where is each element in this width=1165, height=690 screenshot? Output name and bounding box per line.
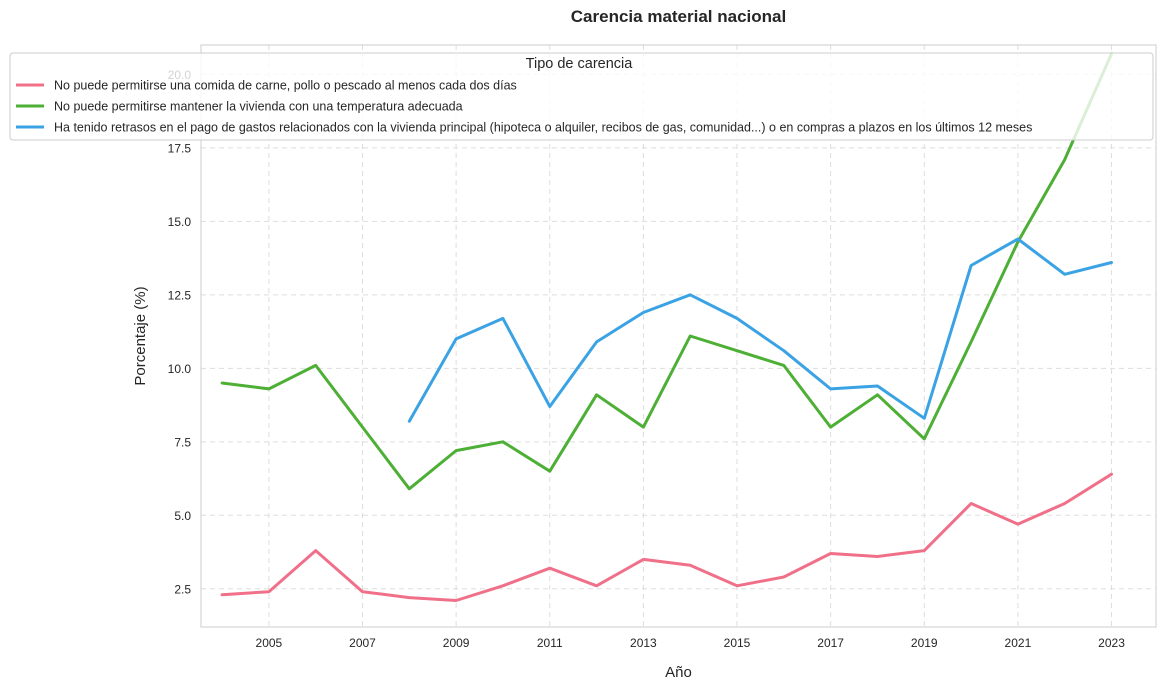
legend-items: No puede permitirse una comida de carne,…: [16, 79, 1032, 135]
legend-label: No puede permitirse una comida de carne,…: [54, 79, 517, 93]
legend-label: Ha tenido retrasos en el pago de gastos …: [54, 121, 1032, 135]
x-axis-title: Año: [665, 664, 692, 681]
x-tick-label: 2023: [1098, 636, 1125, 650]
x-tick-label: 2009: [443, 636, 470, 650]
y-tick-label: 12.5: [168, 288, 192, 302]
x-tick-label: 2017: [817, 636, 844, 650]
x-axis-ticks: 2005 2007 2009 2011 2013 2015 2017 2019 2021 2023: [256, 636, 1126, 650]
series-line-3: [407, 237, 1113, 423]
x-tick-label: 2021: [1005, 636, 1032, 650]
y-axis-title: Porcentaje (%): [132, 286, 149, 385]
x-tick-label: 2007: [349, 636, 376, 650]
series-line-2: [220, 52, 1113, 491]
x-tick-label: 2015: [724, 636, 751, 650]
legend-box: [9, 52, 1154, 141]
x-tick-label: 2019: [911, 636, 938, 650]
y-tick-label: 15.0: [168, 215, 192, 229]
x-tick-label: 2011: [537, 636, 563, 650]
legend-label: No puede permitirse mantener la vivienda…: [54, 100, 463, 114]
chart-title: Carencia material nacional: [570, 7, 787, 26]
legend-title: Tipo de carencia: [526, 56, 634, 72]
y-tick-label: 10.0: [168, 362, 192, 376]
y-tick-label: 7.5: [174, 435, 191, 449]
x-tick-label: 2005: [256, 636, 283, 650]
x-tick-label: 2013: [630, 636, 657, 650]
legend-item: Ha tenido retrasos en el pago de gastos …: [16, 121, 1032, 135]
plot-area: [200, 44, 1157, 628]
series-lines: [220, 52, 1113, 602]
legend: Tipo de carencia No puede permitirse una…: [9, 52, 1154, 141]
series-line-1: [220, 472, 1113, 602]
legend-item: No puede permitirse mantener la vivienda…: [16, 100, 463, 114]
y-tick-label: 5.0: [174, 509, 191, 523]
y-tick-label: 2.5: [174, 582, 191, 596]
legend-item: No puede permitirse una comida de carne,…: [16, 79, 517, 93]
y-tick-label: 17.5: [168, 141, 192, 155]
y-axis-ticks: 2.55.07.510.012.515.017.520.0: [168, 68, 192, 596]
